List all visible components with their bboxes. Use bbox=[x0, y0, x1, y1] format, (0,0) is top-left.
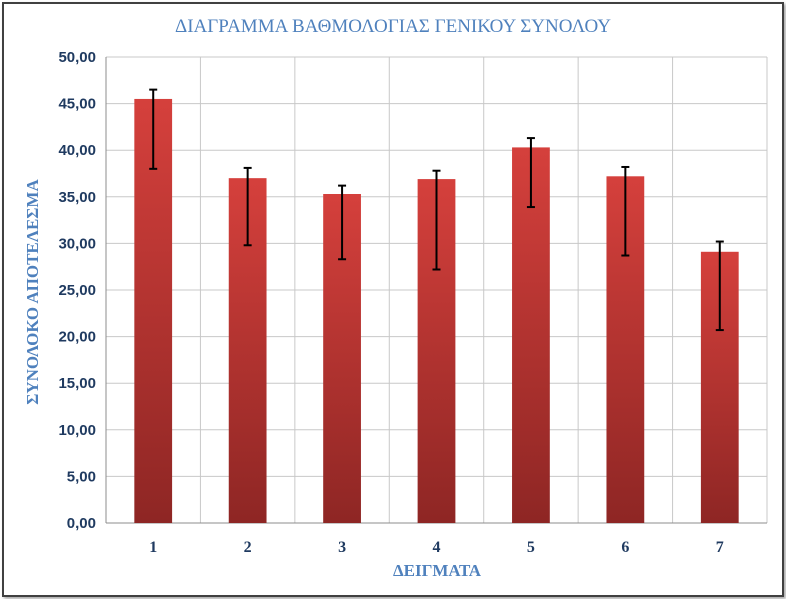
x-tick-label: 1 bbox=[149, 539, 157, 556]
bar bbox=[512, 147, 550, 524]
x-tick-label: 4 bbox=[433, 539, 441, 556]
error-bar bbox=[621, 165, 630, 257]
bars bbox=[134, 98, 739, 524]
error-bar bbox=[715, 240, 724, 332]
chart-title: ΔΙΑΓΡΑΜΜΑ ΒΑΘΜΟΛΟΓΙΑΣ ΓΕΝΙΚΟΥ ΣΥΝΟΛΟΥ bbox=[175, 16, 611, 37]
error-bar bbox=[338, 184, 347, 261]
y-tick-label: 20,00 bbox=[58, 329, 96, 346]
y-tick-label: 50,00 bbox=[58, 49, 96, 66]
y-axis-title: ΣΥΝΟΛΟΚΟ ΑΠΟΤΕΛΕΣΜΑ bbox=[23, 179, 42, 405]
x-axis-ticks: 1 2 3 4 5 6 7 bbox=[149, 539, 724, 556]
y-tick-label: 5,00 bbox=[67, 468, 96, 485]
y-tick-label: 15,00 bbox=[58, 375, 96, 392]
x-tick-label: 6 bbox=[621, 539, 629, 556]
error-bar bbox=[149, 88, 158, 170]
x-tick-label: 2 bbox=[244, 539, 252, 556]
gridlines bbox=[105, 56, 768, 524]
x-tick-label: 5 bbox=[527, 539, 535, 556]
y-tick-label: 45,00 bbox=[58, 96, 96, 113]
error-bar bbox=[243, 166, 252, 247]
y-axis-ticks: 0,00 5,00 10,00 15,00 20,00 25,00 30,00 35,00 40… bbox=[58, 49, 96, 532]
x-axis-title: ΔΕΙΓΜΑΤΑ bbox=[393, 561, 482, 580]
y-tick-label: 10,00 bbox=[58, 422, 96, 439]
y-tick-label: 30,00 bbox=[58, 235, 96, 252]
error-bar bbox=[526, 137, 535, 209]
y-tick-label: 0,00 bbox=[67, 515, 96, 532]
y-tick-label: 40,00 bbox=[58, 142, 96, 159]
error-bar bbox=[432, 169, 441, 271]
y-tick-label: 35,00 bbox=[58, 189, 96, 206]
error-bars bbox=[149, 88, 724, 332]
x-tick-label: 7 bbox=[716, 539, 724, 556]
y-tick-label: 25,00 bbox=[58, 282, 96, 299]
x-tick-label: 3 bbox=[338, 539, 346, 556]
